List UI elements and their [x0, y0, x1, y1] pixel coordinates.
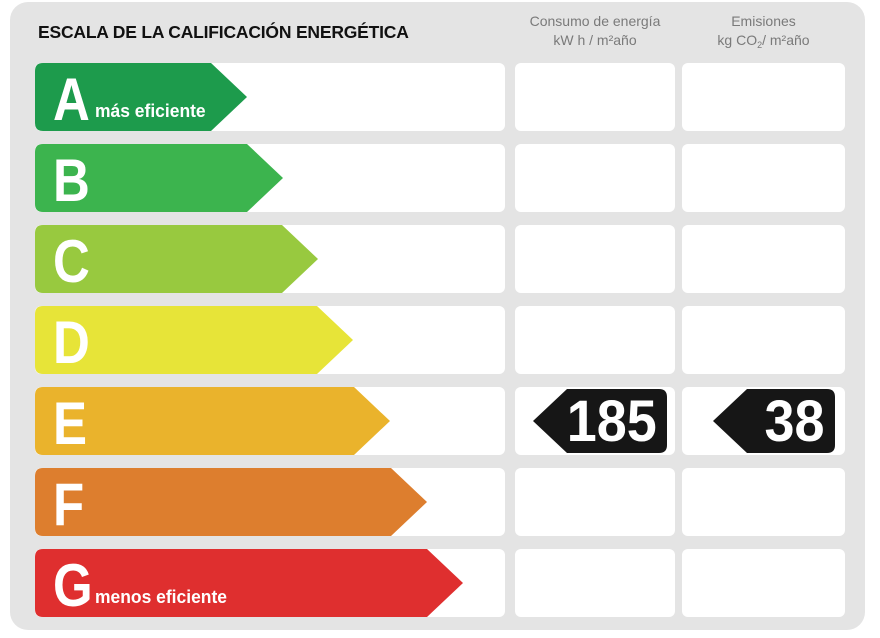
rating-cell-f: F [35, 468, 505, 538]
emissions-cell-e: 38 [682, 387, 845, 455]
rating-letter-e: E [53, 390, 88, 457]
consumption-cell-g [515, 549, 675, 617]
consumption-header-unit: kW h / m²año [553, 32, 637, 48]
rating-row-c: C [0, 225, 880, 295]
co2-subscript: 2 [757, 40, 763, 50]
rating-letter-g: G [53, 552, 93, 619]
emissions-value-arrow: 38 [713, 389, 835, 454]
consumption-cell-f [515, 468, 675, 536]
rating-arrow-b [35, 144, 283, 212]
emissions-value: 38 [765, 389, 825, 454]
page-title: ESCALA DE LA CALIFICACIÓN ENERGÉTICA [38, 22, 409, 42]
emissions-header-unit: kg CO2/ m²año [717, 32, 810, 50]
emissions-arrow-icon [713, 389, 835, 453]
rating-arrow-a [35, 63, 247, 131]
emissions-cell-b [682, 144, 845, 212]
efficiency-label-g: menos eficiente [95, 587, 227, 607]
rating-letter-a: A [53, 66, 90, 133]
efficiency-label-a: más eficiente [95, 101, 206, 121]
emissions-cell-d [682, 306, 845, 374]
consumption-value-arrow: 185 [533, 389, 667, 454]
rating-arrow-d [35, 306, 353, 374]
emissions-cell-f [682, 468, 845, 536]
rating-arrow-f [35, 468, 427, 536]
consumption-cell-a [515, 63, 675, 131]
consumption-cell-c [515, 225, 675, 293]
rating-arrow-e [35, 387, 390, 455]
rating-letter-d: D [53, 309, 90, 376]
emissions-column-header: Emisiones kg CO2/ m²año [678, 12, 849, 50]
consumption-cell-e: 185 [515, 387, 675, 455]
consumption-column-header: Consumo de energía kW h / m²año [505, 12, 685, 50]
rating-arrow-g [35, 549, 463, 617]
rating-row-b: B [0, 144, 880, 214]
rating-cell-b: B [35, 144, 505, 214]
rating-cell-c: C [35, 225, 505, 295]
consumption-cell-b [515, 144, 675, 212]
rating-row-f: F [0, 468, 880, 538]
rating-letter-b: B [53, 147, 90, 214]
rating-letter-f: F [53, 471, 85, 538]
rating-cell-d: D [35, 306, 505, 376]
consumption-arrow-icon [533, 389, 667, 453]
rating-row-e: E 185 38 [0, 387, 880, 457]
rating-letter-c: C [53, 228, 90, 295]
emissions-cell-g [682, 549, 845, 617]
consumption-cell-d [515, 306, 675, 374]
rating-cell-e: E [35, 387, 505, 457]
rating-row-d: D [0, 306, 880, 376]
emissions-cell-c [682, 225, 845, 293]
emissions-header-line1: Emisiones [731, 13, 796, 29]
emissions-cell-a [682, 63, 845, 131]
rating-arrow-c [35, 225, 318, 293]
consumption-header-line1: Consumo de energía [529, 13, 661, 29]
consumption-value: 185 [566, 389, 657, 454]
